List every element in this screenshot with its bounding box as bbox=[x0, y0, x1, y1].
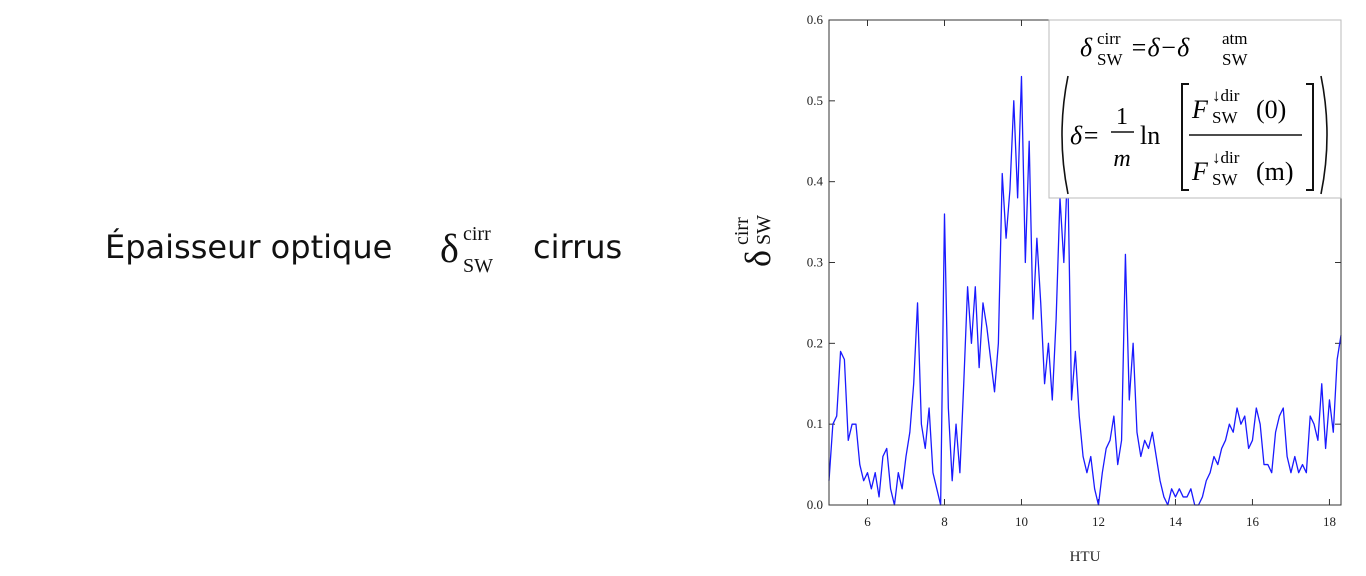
heading-sup: cirr bbox=[463, 223, 491, 245]
formula-text: SW bbox=[1097, 50, 1123, 69]
formula-text: 1 bbox=[1116, 104, 1128, 130]
y-tick-label: 0.0 bbox=[807, 497, 823, 512]
x-tick-label: 6 bbox=[864, 514, 871, 529]
y-tick-label: 0.1 bbox=[807, 416, 823, 431]
heading-text: Épaisseur optique bbox=[105, 228, 392, 266]
formula-text: =δ−δ bbox=[1130, 33, 1190, 62]
formula-text: cirr bbox=[1097, 29, 1121, 48]
formula-text: m bbox=[1113, 146, 1130, 172]
y-tick-label: 0.2 bbox=[807, 335, 823, 350]
formula-text: SW bbox=[1212, 108, 1238, 127]
formula-frame bbox=[1048, 19, 1342, 199]
formula-text: SW bbox=[1212, 170, 1238, 189]
x-tick-label: 12 bbox=[1092, 514, 1105, 529]
data-line bbox=[828, 75, 1342, 506]
bracket bbox=[1306, 83, 1314, 191]
formula-text: ↓dir bbox=[1212, 148, 1240, 167]
formula-text: SW bbox=[1222, 50, 1248, 69]
y-label: δ cirr SW bbox=[731, 215, 778, 267]
y-label-sub: SW bbox=[753, 215, 775, 245]
formula-text: (0) bbox=[1256, 95, 1286, 124]
heading-sub: SW bbox=[463, 255, 493, 277]
y-label-sup: cirr bbox=[731, 217, 753, 245]
formula-text: F bbox=[1191, 95, 1209, 124]
paren bbox=[1320, 75, 1328, 195]
formula-text: ↓dir bbox=[1212, 86, 1240, 105]
y-tick-label: 0.3 bbox=[807, 255, 823, 270]
x-tick-label: 8 bbox=[941, 514, 948, 529]
x-tick-label: 14 bbox=[1169, 514, 1183, 529]
formula-text: δ= bbox=[1070, 121, 1100, 150]
x-label: HTU bbox=[1070, 549, 1101, 565]
bracket bbox=[1181, 83, 1189, 191]
formula-box: δ cirr SW =δ−δ atm SW δ= 1 m ln F ↓dir S… bbox=[1048, 19, 1342, 199]
y-tick-label: 0.6 bbox=[807, 12, 824, 27]
y-tick-label: 0.5 bbox=[807, 93, 823, 108]
formula-text: atm bbox=[1222, 29, 1248, 48]
formula-text: δ bbox=[1080, 33, 1093, 62]
heading-text: cirrus bbox=[533, 228, 622, 266]
x-tick-label: 18 bbox=[1323, 514, 1336, 529]
x-tick-label: 16 bbox=[1246, 514, 1260, 529]
x-tick-label: 10 bbox=[1015, 514, 1028, 529]
heading-symbol: δ bbox=[440, 226, 459, 271]
y-label-symbol: δ bbox=[738, 250, 778, 267]
formula-text: ln bbox=[1140, 121, 1160, 150]
formula-text: (m) bbox=[1256, 157, 1294, 186]
formula-text: F bbox=[1191, 157, 1209, 186]
y-tick-label: 0.4 bbox=[807, 174, 824, 189]
paren bbox=[1061, 75, 1069, 195]
